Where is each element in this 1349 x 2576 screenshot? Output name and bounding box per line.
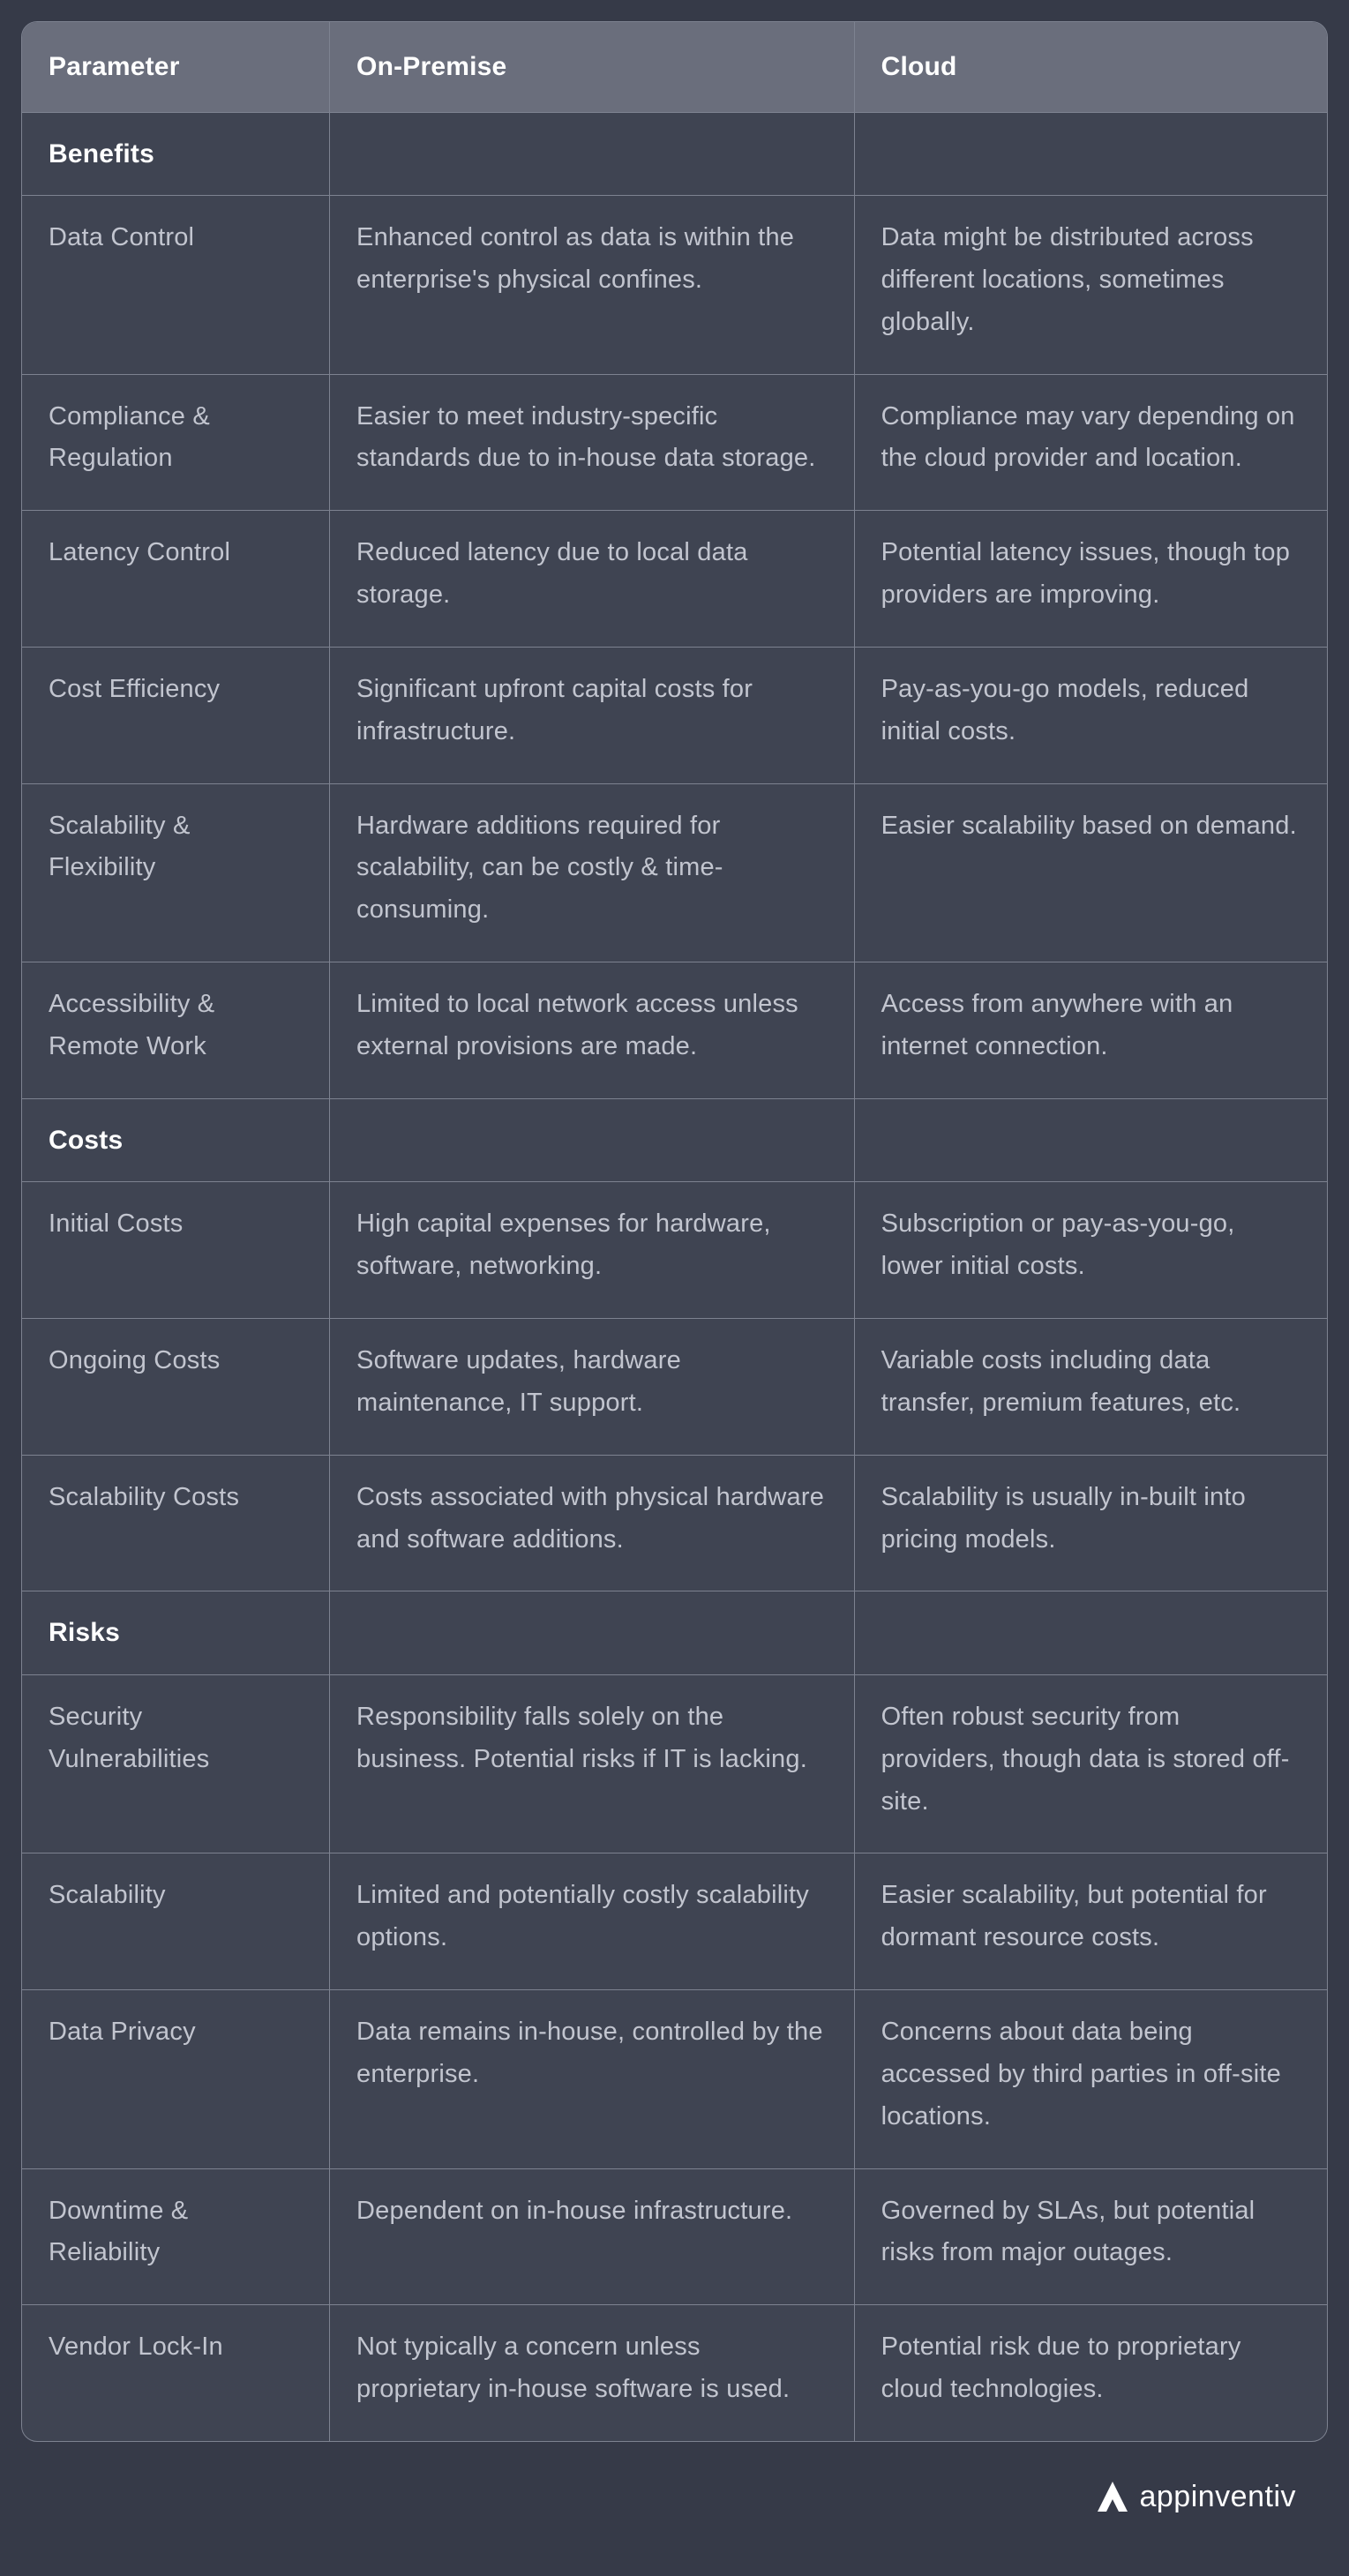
- cell-param: Latency Control: [22, 511, 330, 648]
- section-row-benefits: Benefits: [22, 113, 1327, 197]
- section-row-costs: Costs: [22, 1099, 1327, 1183]
- cell-onprem: Easier to meet industry-specific standar…: [330, 375, 855, 512]
- cell-param: Initial Costs: [22, 1182, 330, 1319]
- brand-logo-icon: [1095, 2479, 1130, 2514]
- section-title: Costs: [22, 1099, 330, 1183]
- cell-param: Vendor Lock-In: [22, 2305, 330, 2441]
- section-empty: [330, 1099, 855, 1183]
- cell-onprem: Responsibility falls solely on the busin…: [330, 1675, 855, 1854]
- cell-param: Compliance & Regulation: [22, 375, 330, 512]
- cell-cloud: Governed by SLAs, but potential risks fr…: [855, 2169, 1327, 2306]
- table-row: Security Vulnerabilities Responsibility …: [22, 1675, 1327, 1854]
- cell-onprem: Not typically a concern unless proprieta…: [330, 2305, 855, 2441]
- cell-param: Data Privacy: [22, 1990, 330, 2169]
- footer: appinventiv: [21, 2442, 1328, 2541]
- section-empty: [330, 1591, 855, 1675]
- cell-onprem: Limited and potentially costly scalabili…: [330, 1853, 855, 1990]
- table-header-row: Parameter On-Premise Cloud: [22, 22, 1327, 113]
- cell-param: Scalability & Flexibility: [22, 784, 330, 963]
- cell-param: Data Control: [22, 196, 330, 375]
- cell-cloud: Concerns about data being accessed by th…: [855, 1990, 1327, 2169]
- cell-param: Ongoing Costs: [22, 1319, 330, 1456]
- col-header-cloud: Cloud: [855, 22, 1327, 113]
- cell-onprem: Reduced latency due to local data storag…: [330, 511, 855, 648]
- table-row: Vendor Lock-In Not typically a concern u…: [22, 2305, 1327, 2441]
- section-empty: [330, 113, 855, 197]
- cell-cloud: Potential latency issues, though top pro…: [855, 511, 1327, 648]
- cell-onprem: Enhanced control as data is within the e…: [330, 196, 855, 375]
- section-title: Benefits: [22, 113, 330, 197]
- cell-cloud: Pay-as-you-go models, reduced initial co…: [855, 648, 1327, 784]
- table-row: Cost Efficiency Significant upfront capi…: [22, 648, 1327, 784]
- table-row: Compliance & Regulation Easier to meet i…: [22, 375, 1327, 512]
- table-row: Scalability Limited and potentially cost…: [22, 1853, 1327, 1990]
- table-row: Scalability Costs Costs associated with …: [22, 1456, 1327, 1592]
- page: Parameter On-Premise Cloud Benefits Data…: [0, 0, 1349, 2576]
- cell-onprem: Costs associated with physical hardware …: [330, 1456, 855, 1592]
- cell-onprem: Limited to local network access unless e…: [330, 962, 855, 1099]
- brand-logo: appinventiv: [1095, 2479, 1296, 2514]
- cell-cloud: Access from anywhere with an internet co…: [855, 962, 1327, 1099]
- col-header-onprem: On-Premise: [330, 22, 855, 113]
- cell-cloud: Often robust security from providers, th…: [855, 1675, 1327, 1854]
- cell-cloud: Data might be distributed across differe…: [855, 196, 1327, 375]
- cell-cloud: Potential risk due to proprietary cloud …: [855, 2305, 1327, 2441]
- table-row: Data Control Enhanced control as data is…: [22, 196, 1327, 375]
- cell-onprem: High capital expenses for hardware, soft…: [330, 1182, 855, 1319]
- section-row-risks: Risks: [22, 1591, 1327, 1675]
- cell-cloud: Easier scalability based on demand.: [855, 784, 1327, 963]
- col-header-parameter: Parameter: [22, 22, 330, 113]
- cell-cloud: Compliance may vary depending on the clo…: [855, 375, 1327, 512]
- cell-cloud: Easier scalability, but potential for do…: [855, 1853, 1327, 1990]
- cell-onprem: Hardware additions required for scalabil…: [330, 784, 855, 963]
- table-row: Data Privacy Data remains in-house, cont…: [22, 1990, 1327, 2169]
- section-title: Risks: [22, 1591, 330, 1675]
- cell-param: Downtime & Reliability: [22, 2169, 330, 2306]
- table-row: Downtime & Reliability Dependent on in-h…: [22, 2169, 1327, 2306]
- cell-onprem: Dependent on in-house infrastructure.: [330, 2169, 855, 2306]
- cell-param: Accessibility & Remote Work: [22, 962, 330, 1099]
- cell-param: Scalability Costs: [22, 1456, 330, 1592]
- cell-cloud: Variable costs including data transfer, …: [855, 1319, 1327, 1456]
- cell-cloud: Scalability is usually in-built into pri…: [855, 1456, 1327, 1592]
- table-row: Ongoing Costs Software updates, hardware…: [22, 1319, 1327, 1456]
- section-empty: [855, 1099, 1327, 1183]
- table-row: Scalability & Flexibility Hardware addit…: [22, 784, 1327, 963]
- cell-onprem: Significant upfront capital costs for in…: [330, 648, 855, 784]
- cell-param: Scalability: [22, 1853, 330, 1990]
- table-row: Accessibility & Remote Work Limited to l…: [22, 962, 1327, 1099]
- cell-param: Security Vulnerabilities: [22, 1675, 330, 1854]
- cell-param: Cost Efficiency: [22, 648, 330, 784]
- section-empty: [855, 1591, 1327, 1675]
- cell-onprem: Software updates, hardware maintenance, …: [330, 1319, 855, 1456]
- cell-cloud: Subscription or pay-as-you-go, lower ini…: [855, 1182, 1327, 1319]
- section-empty: [855, 113, 1327, 197]
- cell-onprem: Data remains in-house, controlled by the…: [330, 1990, 855, 2169]
- comparison-table: Parameter On-Premise Cloud Benefits Data…: [21, 21, 1328, 2442]
- table-row: Latency Control Reduced latency due to l…: [22, 511, 1327, 648]
- table-row: Initial Costs High capital expenses for …: [22, 1182, 1327, 1319]
- brand-logo-text: appinventiv: [1139, 2480, 1296, 2514]
